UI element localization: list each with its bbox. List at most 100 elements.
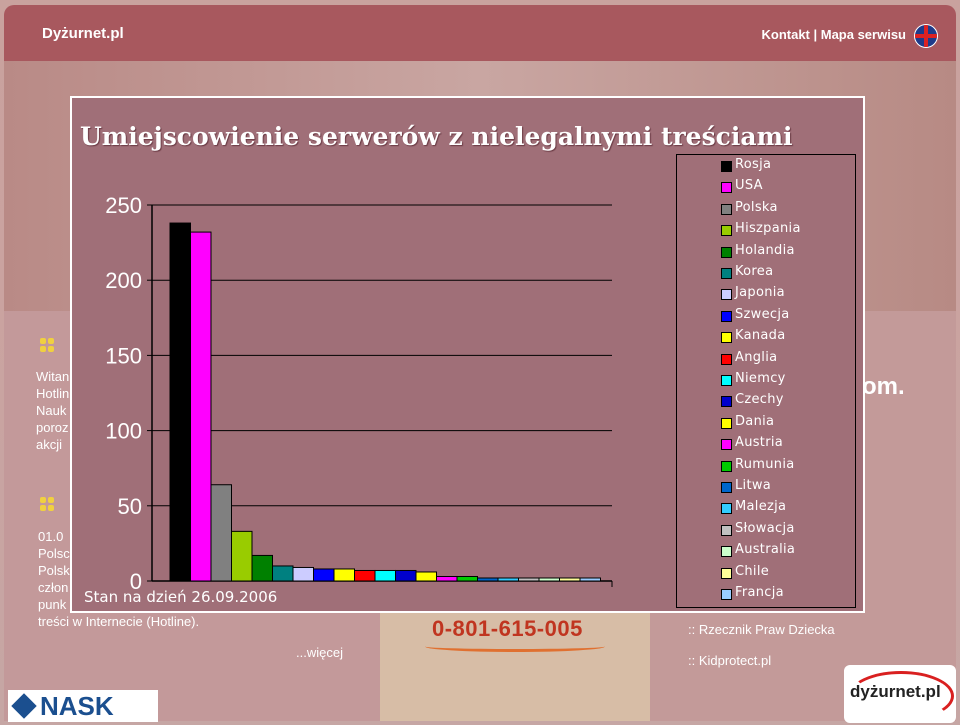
legend-swatch [721,375,732,386]
link-rzecznik[interactable]: :: Rzecznik Praw Dziecka [688,622,835,637]
legend-swatch [721,439,732,451]
legend-swatch [721,567,732,579]
bar-usa [190,231,212,582]
y-tick-label: 0 [130,569,142,594]
bar-australia [538,577,560,582]
legend-swatch [721,203,732,215]
legend-swatch [721,460,732,472]
legend-label: Austria [735,435,784,451]
legend-swatch [721,246,732,258]
legend-item: USA [721,177,851,198]
legend-label: Australia [735,542,796,558]
legend-item: Francja [721,584,851,605]
legend-swatch [721,396,732,408]
legend-item: Malezja [721,498,851,519]
bar-anglia [354,569,376,582]
legend-swatch [721,289,732,301]
bar-austria [436,575,458,582]
bar-holandia [251,554,273,582]
legend-item: Australia [721,541,851,562]
hotline-phone: 0-801-615-005 [432,616,583,641]
hero-snippet: om. [862,373,905,400]
chart-footnote: Stan na dzień 26.09.2006 [84,588,278,606]
dyzurnet-logo-text: dyżurnet.pl [850,682,941,701]
legend-swatch [721,482,732,493]
legend-item: Rosja [721,156,851,177]
bar-chart: 0 50 100 150 200 250 [105,193,613,594]
bar-japonia [292,566,314,582]
legend-label: Japonia [735,285,785,301]
legend-label: Niemcy [735,371,786,386]
nask-mark-icon [11,693,37,719]
bar-rumunia [456,575,478,582]
legend-item: Anglia [721,349,851,370]
bullet-icon [40,338,54,352]
legend-label: Kanada [735,328,786,344]
bar-litwa [477,577,499,582]
bar-polska [210,484,232,582]
y-tick-label: 100 [105,419,142,444]
nask-logo-text: NASK [40,691,114,721]
logo-ring-icon [848,671,954,721]
bar-malezja [497,577,519,582]
legend-item: Polska [721,199,851,220]
legend-label: Szwecja [735,306,790,322]
y-tick-label: 50 [118,494,142,519]
english-flag-icon[interactable] [914,24,938,48]
legend-label: Anglia [735,349,778,365]
bar-dania [415,571,437,582]
phone-underline [425,641,605,652]
header-links[interactable]: Kontakt | Mapa serwisu [761,27,906,42]
legend-label: Czechy [735,392,784,408]
bar-czechy [395,569,417,582]
y-tick-label: 200 [105,268,142,293]
legend-label: USA [735,178,763,194]
legend-item: Słowacja [721,520,851,541]
legend-item: Kanada [721,327,851,348]
bullet-icon [40,497,54,511]
legend-label: Słowacja [735,520,795,536]
legend-swatch [721,524,732,536]
legend-item: Japonia [721,284,851,305]
site-name[interactable]: Dyżurnet.pl [42,25,124,42]
bar-francja [579,577,601,582]
site-header: Dyżurnet.pl Kontakt | Mapa serwisu [4,5,956,61]
legend-label: Rumunia [735,456,795,472]
legend-swatch [721,332,732,344]
legend-label: Chile [735,563,770,579]
more-link[interactable]: ...więcej [296,645,343,660]
legend-item: Chile [721,563,851,584]
intro-text: Witan Hotlin Nauk poroz akcji [36,369,70,452]
legend-item: Rumunia [721,456,851,477]
legend-swatch [721,546,732,558]
legend-item: Austria [721,434,851,455]
legend-label: Rosja [735,157,772,172]
legend-item: Czechy [721,391,851,412]
dyzurnet-logo[interactable]: dyżurnet.pl [844,665,956,723]
legend-label: Polska [735,199,778,215]
legend-label: Dania [735,413,775,429]
legend-item: Holandia [721,242,851,263]
nask-logo[interactable]: NASK [8,690,158,722]
bar-hiszpania [231,530,253,582]
legend-swatch [721,310,732,322]
link-kidprotect[interactable]: :: Kidprotect.pl [688,653,772,668]
bar-kanada [333,568,355,582]
legend-item: Niemcy [721,370,851,391]
legend-swatch [721,182,732,194]
legend-swatch [721,225,732,237]
bar-słowacja [518,577,540,582]
chart-panel: Umiejscowienie serwerów z nielegalnymi t… [70,96,865,613]
bar-rosja [169,222,191,582]
legend-label: Hiszpania [735,221,801,237]
legend-swatch [721,589,732,600]
legend-item: Hiszpania [721,220,851,241]
bar-niemcy [374,569,396,582]
legend-item: Dania [721,413,851,434]
news-text: 01.0 Polsc Polsk człon punk treści w Int… [38,529,200,629]
legend-label: Korea [735,264,774,279]
legend-item: Szwecja [721,306,851,327]
chart-legend: Rosja USA Polska Hiszpania Holandia Korea Japo… [676,154,856,608]
legend-swatch [721,161,732,172]
chart-title: Umiejscowienie serwerów z nielegalnymi t… [80,122,793,151]
